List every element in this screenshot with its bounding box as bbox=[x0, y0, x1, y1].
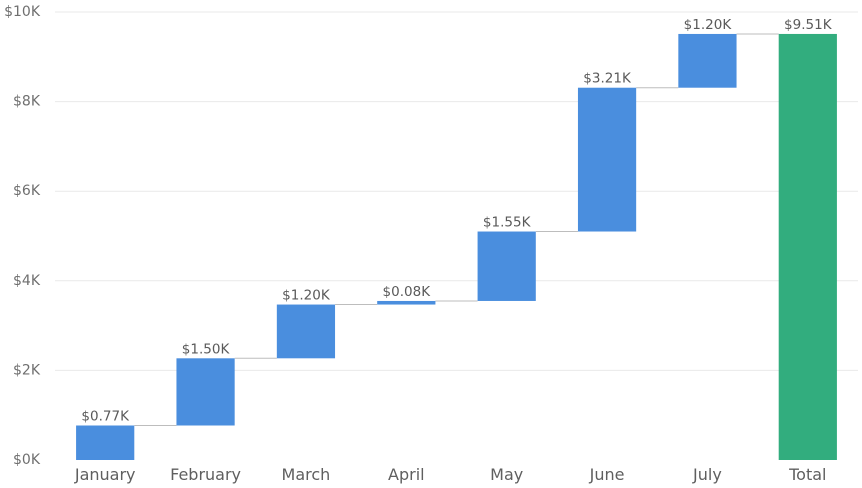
increase-bar bbox=[276, 304, 336, 359]
x-tick-label: April bbox=[388, 465, 425, 484]
increase-bar bbox=[377, 300, 436, 305]
y-axis-tick-labels: $0K $2K $4K $6K $8K $10K bbox=[4, 4, 41, 468]
data-label: $1.20K bbox=[684, 17, 733, 33]
bars bbox=[76, 33, 837, 461]
x-tick-label: January bbox=[74, 465, 136, 484]
y-tick-label: $10K bbox=[4, 4, 41, 20]
connectors bbox=[134, 33, 779, 427]
x-tick-label: Total bbox=[788, 465, 826, 484]
increase-bar bbox=[678, 33, 737, 88]
y-tick-label: $6K bbox=[13, 183, 41, 199]
x-tick-label: July bbox=[692, 465, 722, 484]
data-label: $3.21K bbox=[583, 71, 632, 87]
x-tick-label: May bbox=[490, 465, 523, 484]
data-label: $1.20K bbox=[282, 288, 331, 304]
y-tick-label: $0K bbox=[13, 452, 41, 468]
data-label: $9.51K bbox=[784, 17, 833, 33]
gridlines bbox=[55, 11, 858, 371]
data-labels: $0.77K $1.50K $1.20K $0.08K $1.55K $3.21K $1.2… bbox=[81, 17, 832, 425]
x-tick-label: March bbox=[282, 465, 331, 484]
increase-bar bbox=[76, 425, 135, 460]
data-label: $1.50K bbox=[182, 341, 231, 357]
data-label: $0.08K bbox=[383, 284, 432, 300]
data-label: $1.55K bbox=[483, 215, 532, 231]
x-axis-category-labels: January February March April May June July Tota… bbox=[74, 465, 827, 484]
data-label: $0.77K bbox=[81, 409, 130, 425]
y-tick-label: $4K bbox=[13, 273, 41, 289]
increase-bar bbox=[577, 87, 637, 232]
y-tick-label: $2K bbox=[13, 362, 41, 378]
increase-bar bbox=[477, 231, 536, 301]
x-tick-label: June bbox=[589, 465, 625, 484]
increase-bar bbox=[176, 358, 235, 426]
total-bar bbox=[778, 33, 837, 461]
x-tick-label: February bbox=[170, 465, 241, 484]
y-tick-label: $8K bbox=[13, 94, 41, 110]
